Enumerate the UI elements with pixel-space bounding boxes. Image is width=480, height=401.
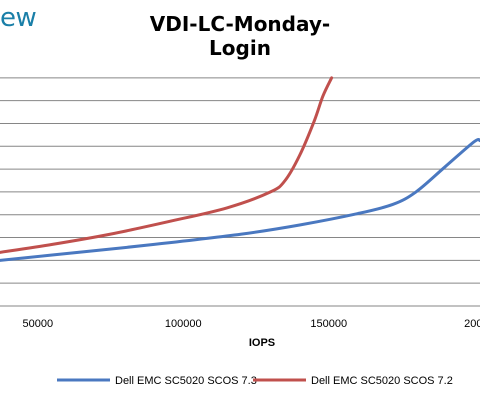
series-lines [0,76,480,262]
logo-fragment: ew [0,3,37,33]
gridlines [0,77,480,284]
x-tick-label-3: 2000 [464,318,480,330]
x-tick-labels: 50000 100000 150000 2000 [23,318,480,330]
x-axis-label: IOPS [249,337,275,349]
x-tick-label-2: 150000 [310,318,347,330]
x-tick-label-0: 50000 [23,318,54,330]
chart-title: VDI-LC-Monday-Login [149,12,331,60]
series-line-0 [0,137,480,262]
x-tick-label-1: 100000 [165,318,202,330]
series-line-1 [0,76,334,254]
legend: Dell EMC SC5020 SCOS 7.3 Dell EMC SC5020 … [57,375,453,387]
legend-label-1: Dell EMC SC5020 SCOS 7.2 [311,375,453,387]
legend-label-0: Dell EMC SC5020 SCOS 7.3 [115,375,257,387]
